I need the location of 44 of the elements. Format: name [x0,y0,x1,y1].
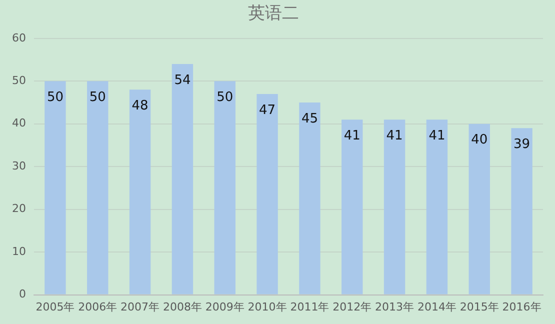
x-tick-label: 2013年 [375,300,414,314]
chart-title: 英语二 [248,4,299,24]
data-label: 45 [301,111,318,126]
bar [256,94,278,294]
bar [172,64,194,294]
bar [468,124,490,294]
bar [299,102,320,294]
bar [87,81,108,294]
data-label: 41 [428,128,446,144]
y-tick-label: 20 [12,202,26,216]
x-tick-label: 2006年 [78,300,118,314]
data-label: 41 [344,128,360,144]
bar [214,81,236,294]
data-label: 50 [216,90,234,106]
bar [511,128,532,294]
x-tick-label: 2016年 [502,300,542,314]
x-tick-label: 2007年 [120,300,160,314]
y-tick-label: 0 [18,288,26,301]
bar [342,120,363,294]
y-tick-label: 50 [12,74,26,87]
data-label: 39 [514,137,530,152]
data-label: 50 [89,90,106,106]
bar [426,120,448,294]
x-tick-label: 2012年 [332,300,372,314]
data-label: 41 [386,128,403,144]
x-tick-label: 2008年 [162,300,202,314]
y-tick-label: 10 [12,244,26,258]
bar [44,81,66,294]
x-tick-label: 2015年 [460,300,499,314]
x-tick-label: 2005年 [36,300,75,314]
bar [129,90,151,294]
data-label: 54 [174,72,191,88]
data-label: 50 [46,90,64,106]
data-label: 40 [471,132,488,148]
y-tick-label: 40 [12,116,26,130]
data-label: 47 [259,102,276,118]
x-tick-label: 2014年 [417,300,456,314]
x-tick-label: 2010年 [248,300,287,314]
y-tick-label: 60 [12,31,26,44]
data-label: 48 [132,98,148,114]
bar [384,120,406,294]
x-tick-label: 2009年 [205,300,244,314]
y-tick-label: 30 [12,159,26,172]
x-tick-label: 2011年 [290,300,330,314]
